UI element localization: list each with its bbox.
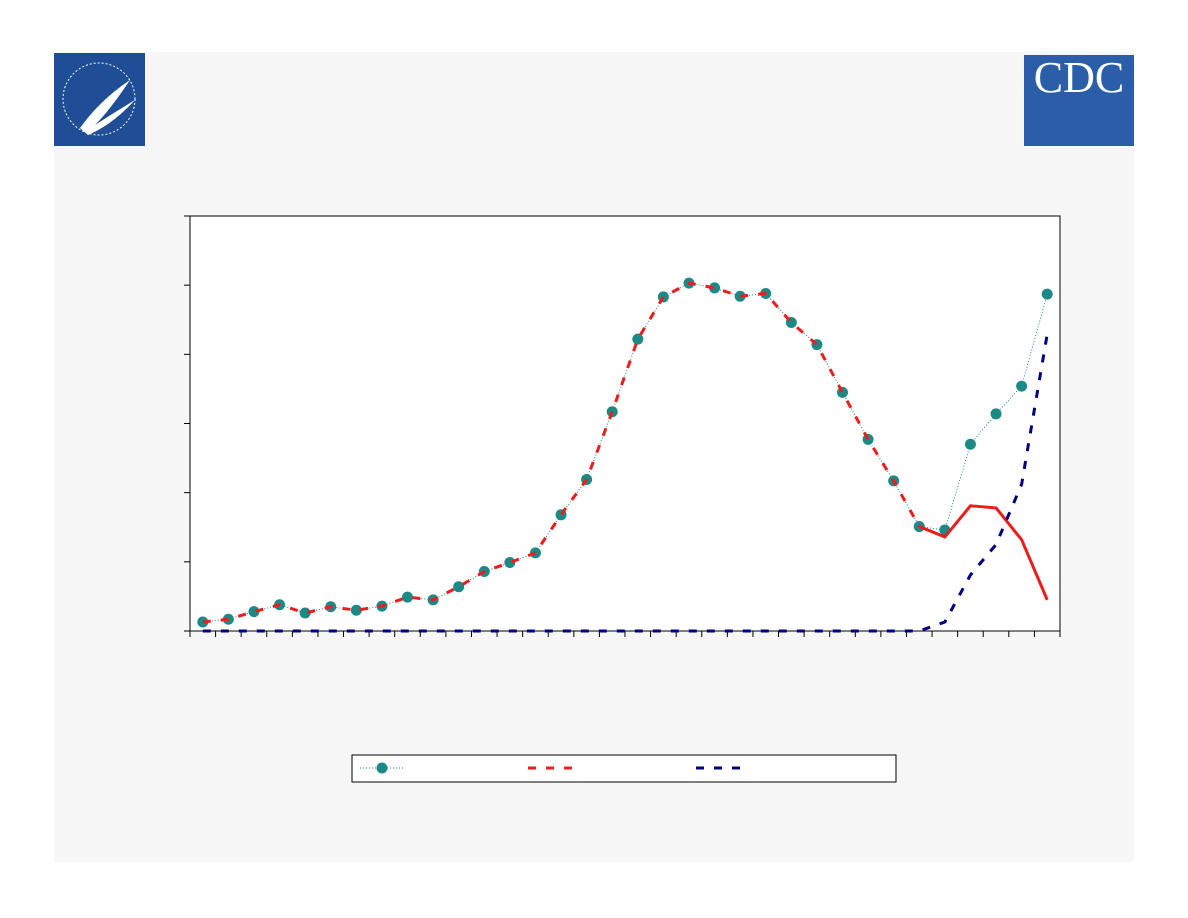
series-marker [1016, 380, 1028, 392]
series-marker [248, 606, 260, 618]
plot-area [189, 215, 1061, 632]
cdc-logo-text: CDC [1034, 53, 1124, 102]
series-line [202, 281, 921, 624]
legend-marker [376, 762, 388, 774]
series-marker [837, 386, 848, 398]
series-marker [1041, 288, 1053, 300]
series-marker [299, 607, 311, 619]
series-marker [709, 282, 721, 294]
series-marker [862, 433, 874, 445]
series-marker [964, 438, 976, 450]
hhs-logo [54, 53, 145, 146]
series-marker [453, 581, 465, 593]
series-marker [632, 333, 644, 345]
cdc-logo: CDC [1024, 53, 1134, 146]
series-line [918, 504, 1049, 601]
series-line [202, 334, 1049, 633]
series-marker [350, 604, 362, 616]
legend [351, 754, 897, 783]
series-marker [504, 557, 516, 569]
series-marker [990, 408, 1002, 420]
series-marker [402, 591, 413, 603]
